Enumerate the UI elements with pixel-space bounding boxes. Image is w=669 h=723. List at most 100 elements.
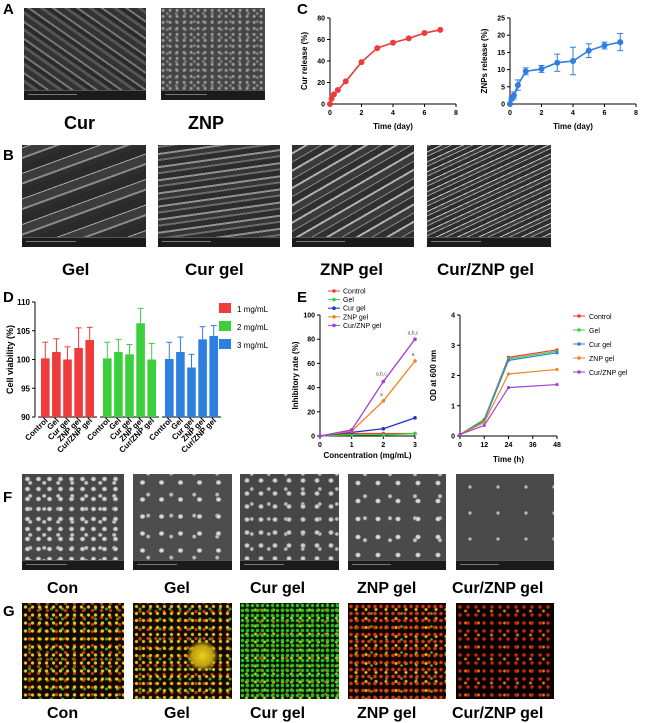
series-line [319,338,416,437]
data-point [507,101,513,107]
data-point [458,432,462,437]
data-point [413,337,417,341]
data-point [413,431,417,436]
confocal-cur-gel [240,603,339,699]
caption-g-cur-znp-gel: Cur/ZNP gel [452,705,544,722]
series-line [319,432,416,437]
x-axis-label: Time (h) [493,455,524,464]
legend-marker [332,289,336,293]
data-point [510,92,517,99]
data-point [381,426,386,431]
y-tick-label: 90 [21,413,30,422]
legend-marker [577,328,581,332]
data-point [374,45,381,52]
sem-image-cur-gel [158,145,280,247]
bar [125,354,134,417]
sem-cells-cur-znp-gel [456,474,554,570]
panel-label-f: F [3,489,13,506]
data-point [413,416,417,420]
release-line [329,29,441,105]
legend-marker [332,315,336,319]
legend-label: Cur gel [343,306,366,313]
y-tick-label: 15 [497,50,505,57]
x-tick-label: 6 [423,110,427,117]
sem-image-cur-znp-gel [427,145,551,247]
x-tick-label: 4 [571,110,575,117]
annotation: a,b,c [408,330,419,336]
series-line [459,349,558,435]
confocal-con [22,603,124,699]
bar [41,358,50,417]
panel-label-d: D [3,289,14,306]
y-tick-label: 20 [317,80,325,87]
y-tick-label: 2 [451,373,455,380]
data-point [555,351,559,355]
sem-cells-cur-gel [240,474,339,570]
sem-cells-con [22,474,124,570]
x-tick-label: 24 [505,442,513,449]
data-point [342,78,349,85]
x-tick-label: 8 [634,110,638,117]
legend-label: 3 mg/mL [237,341,269,350]
legend-label: ZNP gel [343,314,369,321]
legend-marker [577,356,581,360]
data-point [601,42,608,49]
legend-swatch [219,339,231,349]
caption-b-gel: Gel [62,260,90,279]
bar [147,359,156,417]
data-point [381,399,386,403]
x-tick-label: 6 [603,110,607,117]
bar [165,358,174,417]
x-tick-label: 1 [350,442,354,449]
data-point [538,65,545,72]
data-point [381,432,386,437]
caption-b-znp-gel: ZNP gel [320,260,383,279]
data-point [390,39,396,46]
y-tick-label: 40 [307,385,315,392]
x-tick-label: 0 [318,442,322,449]
confocal-gel [133,603,232,699]
x-tick-label: 8 [454,110,458,117]
legend-swatch [219,303,231,313]
data-point [617,39,624,46]
x-tick-label: 0 [508,110,512,117]
y-tick-label: 0 [501,102,505,109]
bar [103,358,112,417]
data-point [555,382,559,387]
caption-f-cur-znp-gel: Cur/ZNP gel [452,580,544,597]
sem-image-gel [22,145,146,247]
x-tick-label: 3 [413,442,417,449]
legend-marker [332,306,336,310]
bar [209,335,218,417]
y-tick-label: 0 [451,434,455,441]
data-point [506,358,511,362]
data-point [358,59,365,66]
y-axis-label: Cur release (%) [300,32,309,91]
data-point [585,47,592,54]
legend-label: Cur gel [589,342,612,349]
caption-b-cur-gel: Cur gel [185,260,244,279]
annotation: a [380,392,383,398]
legend-label: Control [589,314,612,321]
sem-cells-gel [133,474,232,570]
legend-label: Control [343,289,366,296]
legend-marker [577,370,581,374]
y-axis-label: Cell viability (%) [5,325,15,394]
legend-marker [332,297,336,302]
y-tick-label: 110 [17,298,30,307]
legend-label: 2 mg/mL [237,323,269,332]
data-point [514,82,521,89]
caption-g-gel: Gel [164,705,190,722]
data-point [506,372,511,376]
bar [74,348,83,417]
annotation: a,b,c [376,372,387,378]
legend-marker [577,314,581,318]
x-axis-label: Concentration (mg/mL) [324,451,412,460]
x-axis-label: Time (day) [373,122,413,131]
x-tick-label: 0 [328,110,332,117]
x-axis-label: Time (day) [553,122,593,131]
data-point [327,101,333,107]
